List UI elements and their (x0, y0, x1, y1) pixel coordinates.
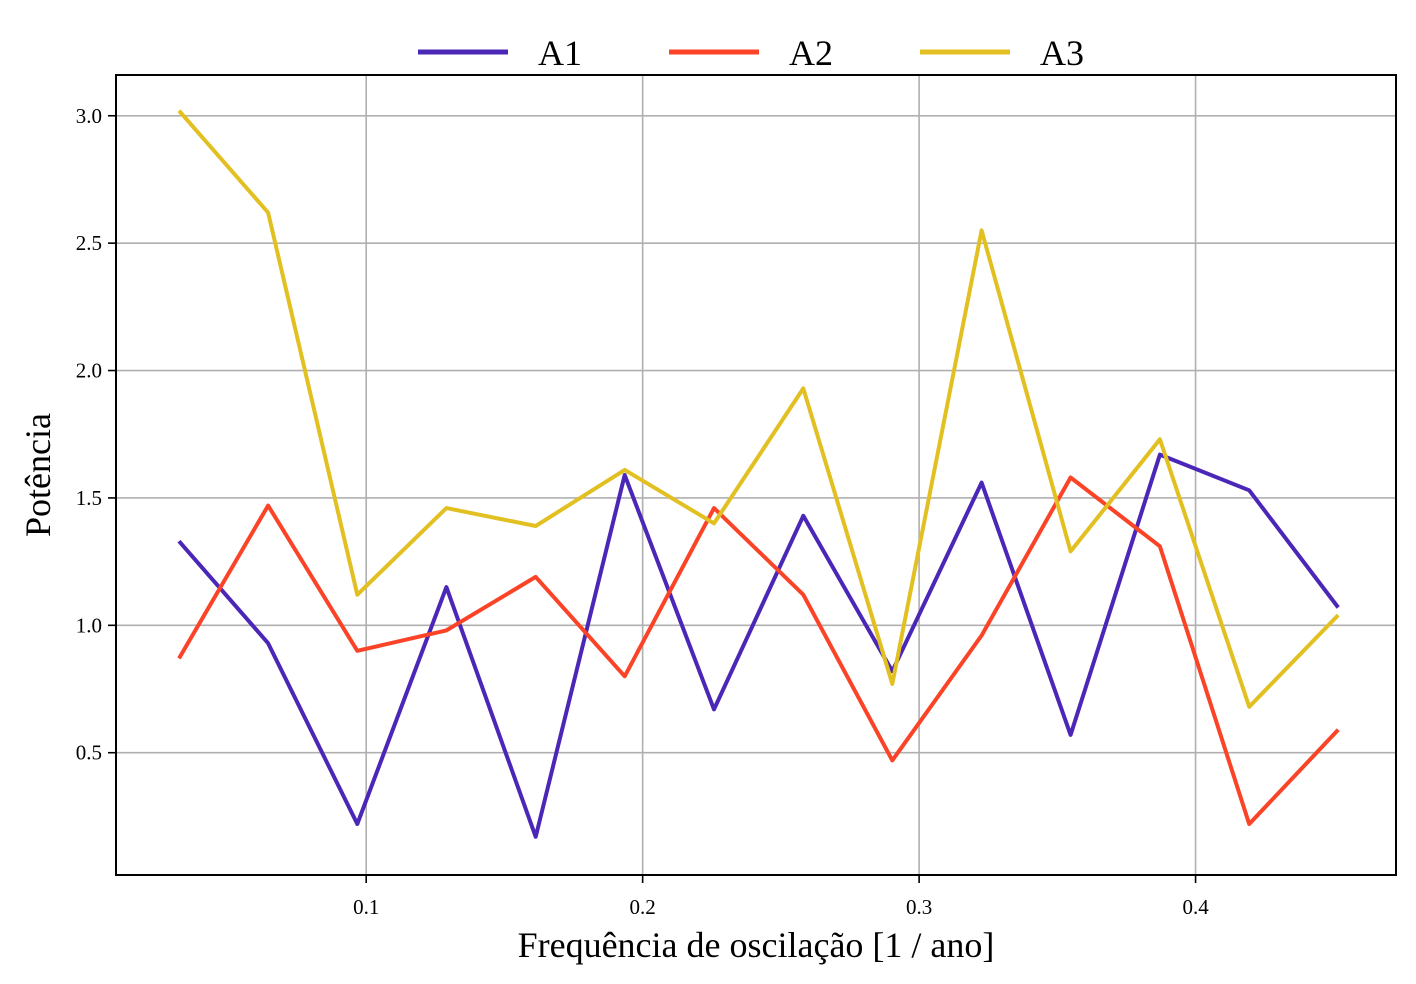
y-axis-label: Potência (18, 413, 58, 537)
series-line-a2 (177, 475, 1340, 826)
x-axis-label: Frequência de oscilação [1 / ano] (518, 925, 995, 965)
series-lines (177, 109, 1340, 839)
y-tick-label: 0.5 (76, 741, 102, 765)
x-tick-label: 0.1 (353, 895, 379, 919)
y-tick-label: 2.0 (76, 359, 102, 383)
legend-label-a1: A1 (538, 33, 582, 73)
series-line-a3 (177, 109, 1340, 709)
x-tick-label: 0.2 (630, 895, 656, 919)
plot-area-frame (115, 74, 1397, 876)
x-axis-ticks: 0.1 0.2 0.3 0.4 (353, 875, 1209, 919)
series-line-a1 (177, 452, 1340, 839)
y-tick-label: 1.0 (76, 613, 102, 637)
legend: A1 A2 A3 (418, 33, 1084, 73)
y-axis-ticks: 0.5 1.0 1.5 2.0 2.5 3.0 (76, 104, 116, 765)
legend-label-a3: A3 (1040, 33, 1084, 73)
x-tick-label: 0.3 (906, 895, 932, 919)
y-tick-label: 1.5 (76, 486, 102, 510)
y-tick-label: 3.0 (76, 104, 102, 128)
legend-label-a2: A2 (789, 33, 833, 73)
x-tick-label: 0.4 (1182, 895, 1209, 919)
y-tick-label: 2.5 (76, 231, 102, 255)
grid (116, 75, 1396, 875)
